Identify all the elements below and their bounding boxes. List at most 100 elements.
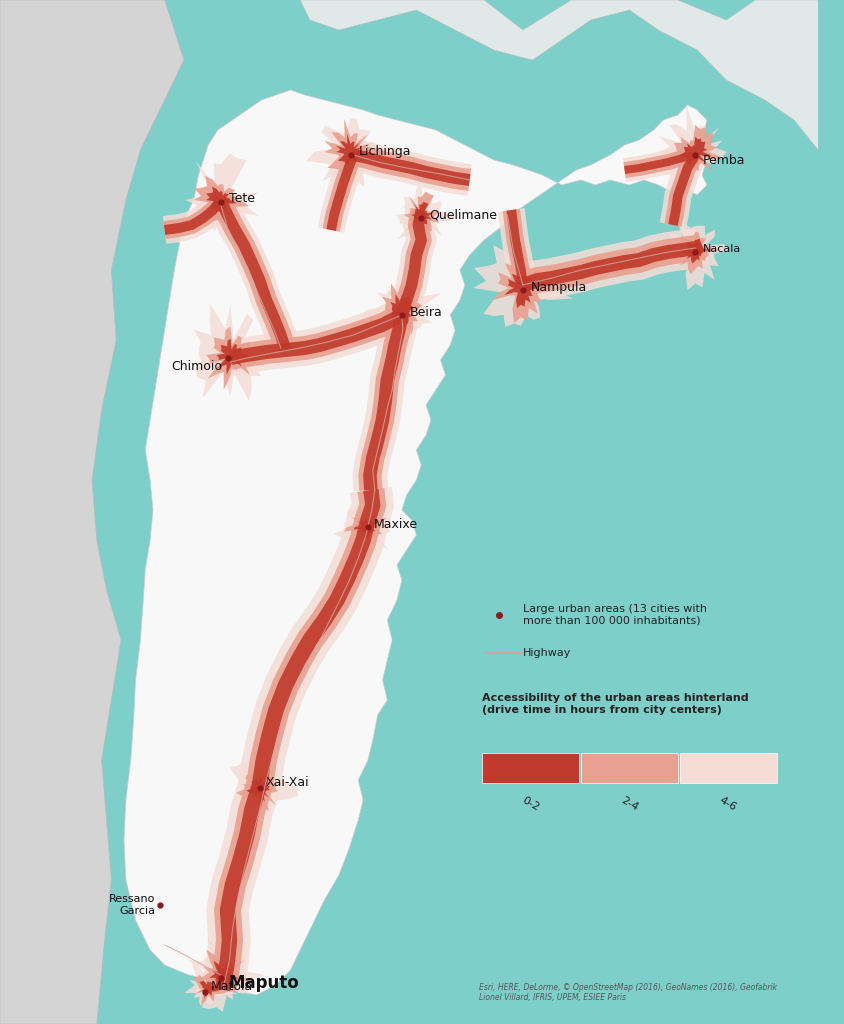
Polygon shape	[206, 327, 262, 390]
Text: 2-4: 2-4	[619, 795, 639, 813]
Polygon shape	[363, 313, 408, 490]
Text: Nacala: Nacala	[702, 244, 740, 254]
Text: Xai-Xai: Xai-Xai	[265, 776, 309, 790]
Polygon shape	[198, 949, 252, 993]
Polygon shape	[209, 961, 239, 985]
Polygon shape	[235, 769, 278, 815]
Polygon shape	[0, 0, 184, 1024]
Polygon shape	[229, 309, 404, 365]
Polygon shape	[360, 276, 441, 345]
Polygon shape	[216, 339, 249, 375]
Polygon shape	[411, 202, 431, 224]
Polygon shape	[351, 144, 470, 190]
Text: Esri, HERE, DeLorme, © OpenStreetMap (2016), GeoNames (2016), Geofabrik
Lionel V: Esri, HERE, DeLorme, © OpenStreetMap (20…	[479, 983, 776, 1002]
Polygon shape	[215, 198, 291, 352]
Polygon shape	[398, 297, 411, 317]
Polygon shape	[504, 273, 538, 308]
Polygon shape	[184, 963, 237, 1007]
Polygon shape	[306, 118, 397, 198]
Text: 0-2: 0-2	[520, 795, 540, 813]
Text: Beira: Beira	[409, 305, 442, 318]
Text: 4-6: 4-6	[717, 795, 738, 813]
Polygon shape	[317, 150, 365, 232]
Polygon shape	[517, 226, 709, 304]
Text: Chimoio: Chimoio	[171, 359, 223, 373]
Polygon shape	[209, 488, 386, 992]
Polygon shape	[333, 501, 391, 564]
Polygon shape	[229, 762, 298, 821]
Polygon shape	[358, 312, 413, 490]
Polygon shape	[624, 152, 695, 174]
Text: Tete: Tete	[228, 193, 254, 206]
Bar	[679, 753, 776, 783]
Polygon shape	[192, 975, 227, 1005]
Polygon shape	[473, 245, 572, 327]
Text: Nampula: Nampula	[530, 281, 587, 294]
Polygon shape	[187, 933, 265, 1012]
Polygon shape	[623, 147, 696, 178]
Polygon shape	[391, 295, 419, 324]
Polygon shape	[390, 294, 414, 325]
Polygon shape	[352, 311, 419, 492]
Polygon shape	[394, 296, 414, 321]
Polygon shape	[665, 125, 722, 174]
Polygon shape	[206, 186, 236, 212]
Polygon shape	[352, 150, 470, 186]
Polygon shape	[163, 195, 227, 239]
Text: Maxixe: Maxixe	[373, 517, 418, 530]
Polygon shape	[199, 980, 219, 997]
Text: Accessibility of the urban areas hinterland
(drive time in hours from city cente: Accessibility of the urban areas hinterl…	[482, 693, 748, 715]
Bar	[581, 753, 677, 783]
Polygon shape	[336, 134, 363, 165]
Polygon shape	[659, 147, 706, 227]
Polygon shape	[211, 196, 295, 353]
Polygon shape	[324, 119, 373, 175]
Polygon shape	[300, 0, 817, 150]
Polygon shape	[387, 207, 436, 321]
Polygon shape	[657, 105, 726, 184]
Polygon shape	[164, 197, 225, 234]
Text: Matola: Matola	[211, 981, 253, 993]
Polygon shape	[497, 208, 536, 287]
Polygon shape	[124, 90, 706, 995]
Text: Large urban areas (13 cities with
more than 100 000 inhabitants): Large urban areas (13 cities with more t…	[522, 604, 706, 626]
Polygon shape	[322, 152, 361, 231]
Polygon shape	[353, 517, 378, 538]
Polygon shape	[395, 185, 455, 252]
Polygon shape	[492, 263, 550, 323]
Polygon shape	[403, 191, 440, 231]
Polygon shape	[679, 137, 710, 164]
Bar	[482, 753, 578, 783]
Polygon shape	[663, 151, 702, 226]
Polygon shape	[227, 299, 409, 376]
Text: Maputo: Maputo	[228, 974, 299, 992]
Polygon shape	[202, 487, 393, 993]
Polygon shape	[662, 221, 728, 290]
Polygon shape	[622, 143, 697, 182]
Polygon shape	[392, 208, 431, 318]
Text: Ressano
Garcia: Ressano Garcia	[108, 894, 154, 915]
Polygon shape	[396, 209, 426, 316]
Polygon shape	[506, 209, 528, 286]
Text: Quelimane: Quelimane	[429, 209, 496, 221]
Polygon shape	[518, 233, 706, 297]
Polygon shape	[194, 176, 250, 222]
Polygon shape	[668, 153, 699, 226]
Polygon shape	[326, 154, 358, 231]
Polygon shape	[193, 304, 268, 400]
Polygon shape	[163, 191, 231, 244]
Polygon shape	[207, 194, 300, 355]
Polygon shape	[344, 509, 387, 546]
Text: Lichinga: Lichinga	[358, 145, 410, 159]
Polygon shape	[381, 284, 422, 334]
Polygon shape	[671, 231, 719, 274]
Polygon shape	[228, 304, 407, 370]
Polygon shape	[520, 239, 704, 292]
Polygon shape	[681, 240, 708, 263]
Text: Highway: Highway	[522, 648, 571, 658]
Polygon shape	[215, 488, 380, 991]
Polygon shape	[502, 209, 531, 286]
Text: Pemba: Pemba	[702, 154, 744, 167]
Polygon shape	[186, 154, 258, 232]
Polygon shape	[350, 139, 471, 196]
